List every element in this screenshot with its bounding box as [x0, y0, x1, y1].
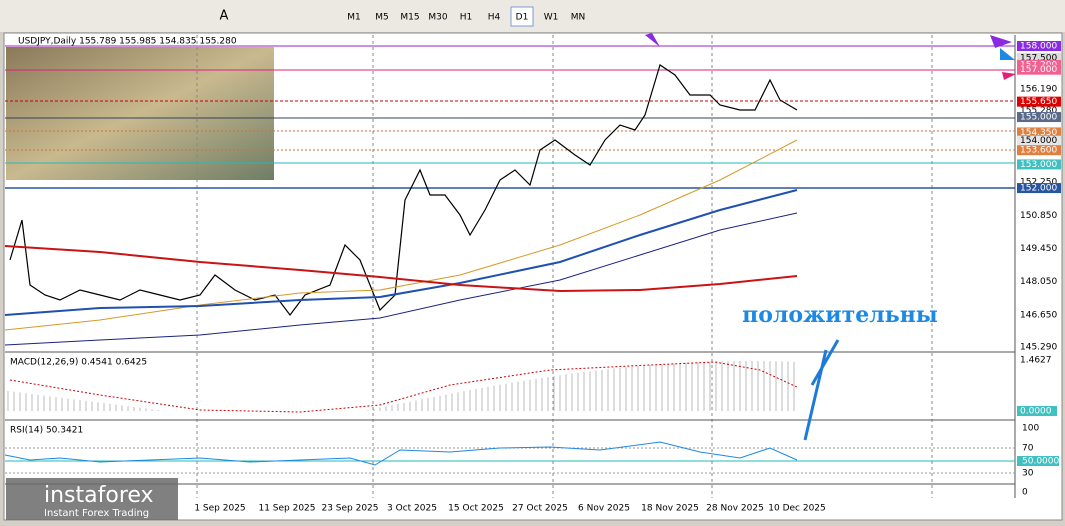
date-label: 18 Nov 2025 — [641, 504, 699, 514]
macd-signal — [9, 361, 798, 413]
price-tag — [1017, 112, 1061, 123]
price-label: 153.000 — [1020, 160, 1057, 170]
price-tag — [1017, 406, 1057, 416]
price-label: 153.600 — [1020, 146, 1057, 156]
price-label: 155.280 — [1020, 106, 1057, 116]
logo-name: instaforex — [44, 483, 154, 508]
symbol-header: USDJPY,Daily 155.789 155.985 154.835 155… — [18, 37, 237, 47]
price-label: 157.500 — [1020, 53, 1057, 63]
rsi-line — [4, 441, 798, 466]
marker-arrow — [645, 33, 660, 47]
price-tag — [1017, 41, 1061, 51]
timeframe-button[interactable]: M5 — [375, 13, 389, 23]
timeframe-button[interactable]: M15 — [400, 13, 419, 23]
ma-200 — [4, 245, 798, 293]
price-label: 157.000 — [1020, 65, 1057, 75]
price-label: 146.650 — [1020, 310, 1057, 320]
price-label: 152.000 — [1020, 184, 1057, 194]
arrows — [803, 339, 840, 441]
rsi-label: 50.0000 — [1022, 457, 1059, 467]
ma-mid — [4, 189, 798, 316]
rsi-label: 0 — [1022, 488, 1028, 498]
price-label: 156.190 — [1020, 84, 1057, 94]
price-tag — [1017, 52, 1061, 63]
ma-slow — [4, 212, 798, 346]
logo-bg — [6, 478, 178, 520]
price-label: 152.250 — [1020, 178, 1057, 188]
macd-header: MACD(12,26,9) 0.4541 0.6425 — [10, 358, 147, 368]
macd-label: 0.0000 — [1020, 407, 1052, 417]
date-label: 27 Oct 2025 — [512, 504, 568, 514]
date-label: 11 Sep 2025 — [258, 504, 315, 514]
logo-tagline: Instant Forex Trading — [44, 508, 149, 519]
marker-arrow — [1000, 48, 1015, 60]
price-label: 148.050 — [1020, 277, 1057, 287]
date-label: 3 Oct 2025 — [387, 504, 437, 514]
date-label: 15 Oct 2025 — [448, 504, 504, 514]
rsi-header: RSI(14) 50.3421 — [10, 426, 83, 436]
price-line — [9, 64, 798, 316]
grid — [196, 35, 933, 498]
price-tag — [1017, 64, 1061, 75]
marker-arrow — [1002, 72, 1016, 80]
price-label: 150.850 — [1020, 211, 1057, 221]
date-label: 1 Sep 2025 — [194, 504, 245, 514]
price-tag — [1017, 135, 1061, 146]
price-label: 158.000 — [1020, 42, 1057, 52]
timeframe-button[interactable]: D1 — [516, 13, 529, 23]
price-tag — [1017, 159, 1061, 170]
price-tag — [1017, 127, 1061, 138]
price-label: 154.350 — [1020, 128, 1057, 138]
price-label: 155.000 — [1020, 113, 1057, 123]
price-label: 145.290 — [1020, 342, 1057, 352]
timeframe-button[interactable]: W1 — [544, 13, 559, 23]
date-label: 28 Nov 2025 — [706, 504, 764, 514]
levels — [5, 45, 1015, 189]
price-tag — [1017, 456, 1059, 466]
timeframe-button[interactable]: MN — [571, 13, 586, 23]
date-label: 6 Nov 2025 — [578, 504, 630, 514]
macd-label: 1.4627 — [1020, 356, 1052, 366]
text-tool[interactable]: A — [220, 9, 229, 24]
date-label: 10 Dec 2025 — [768, 504, 826, 514]
price-label: 155.650 — [1020, 97, 1057, 107]
rsi-label: 70 — [1022, 444, 1034, 454]
macd-histogram — [7, 361, 795, 411]
date-label: 23 Sep 2025 — [321, 504, 378, 514]
rsi-label: 100 — [1022, 424, 1039, 434]
ma-fast — [4, 139, 798, 331]
marker-arrow — [990, 35, 1012, 48]
banknote-photo — [6, 47, 274, 180]
rsi-label: 30 — [1022, 469, 1034, 479]
price-tag — [1017, 183, 1061, 194]
timeframe-button[interactable]: M30 — [428, 13, 447, 23]
price-tag — [1017, 96, 1061, 107]
price-tag — [1017, 145, 1061, 156]
timeframe-button[interactable]: M1 — [347, 13, 361, 23]
timeframe-button[interactable]: H1 — [460, 13, 473, 23]
price-label: 149.450 — [1020, 244, 1057, 254]
active-frame — [510, 6, 534, 27]
annotation: положительны — [742, 302, 938, 328]
timeframe-button[interactable]: H4 — [488, 13, 501, 23]
price-label: 154.000 — [1020, 136, 1057, 146]
